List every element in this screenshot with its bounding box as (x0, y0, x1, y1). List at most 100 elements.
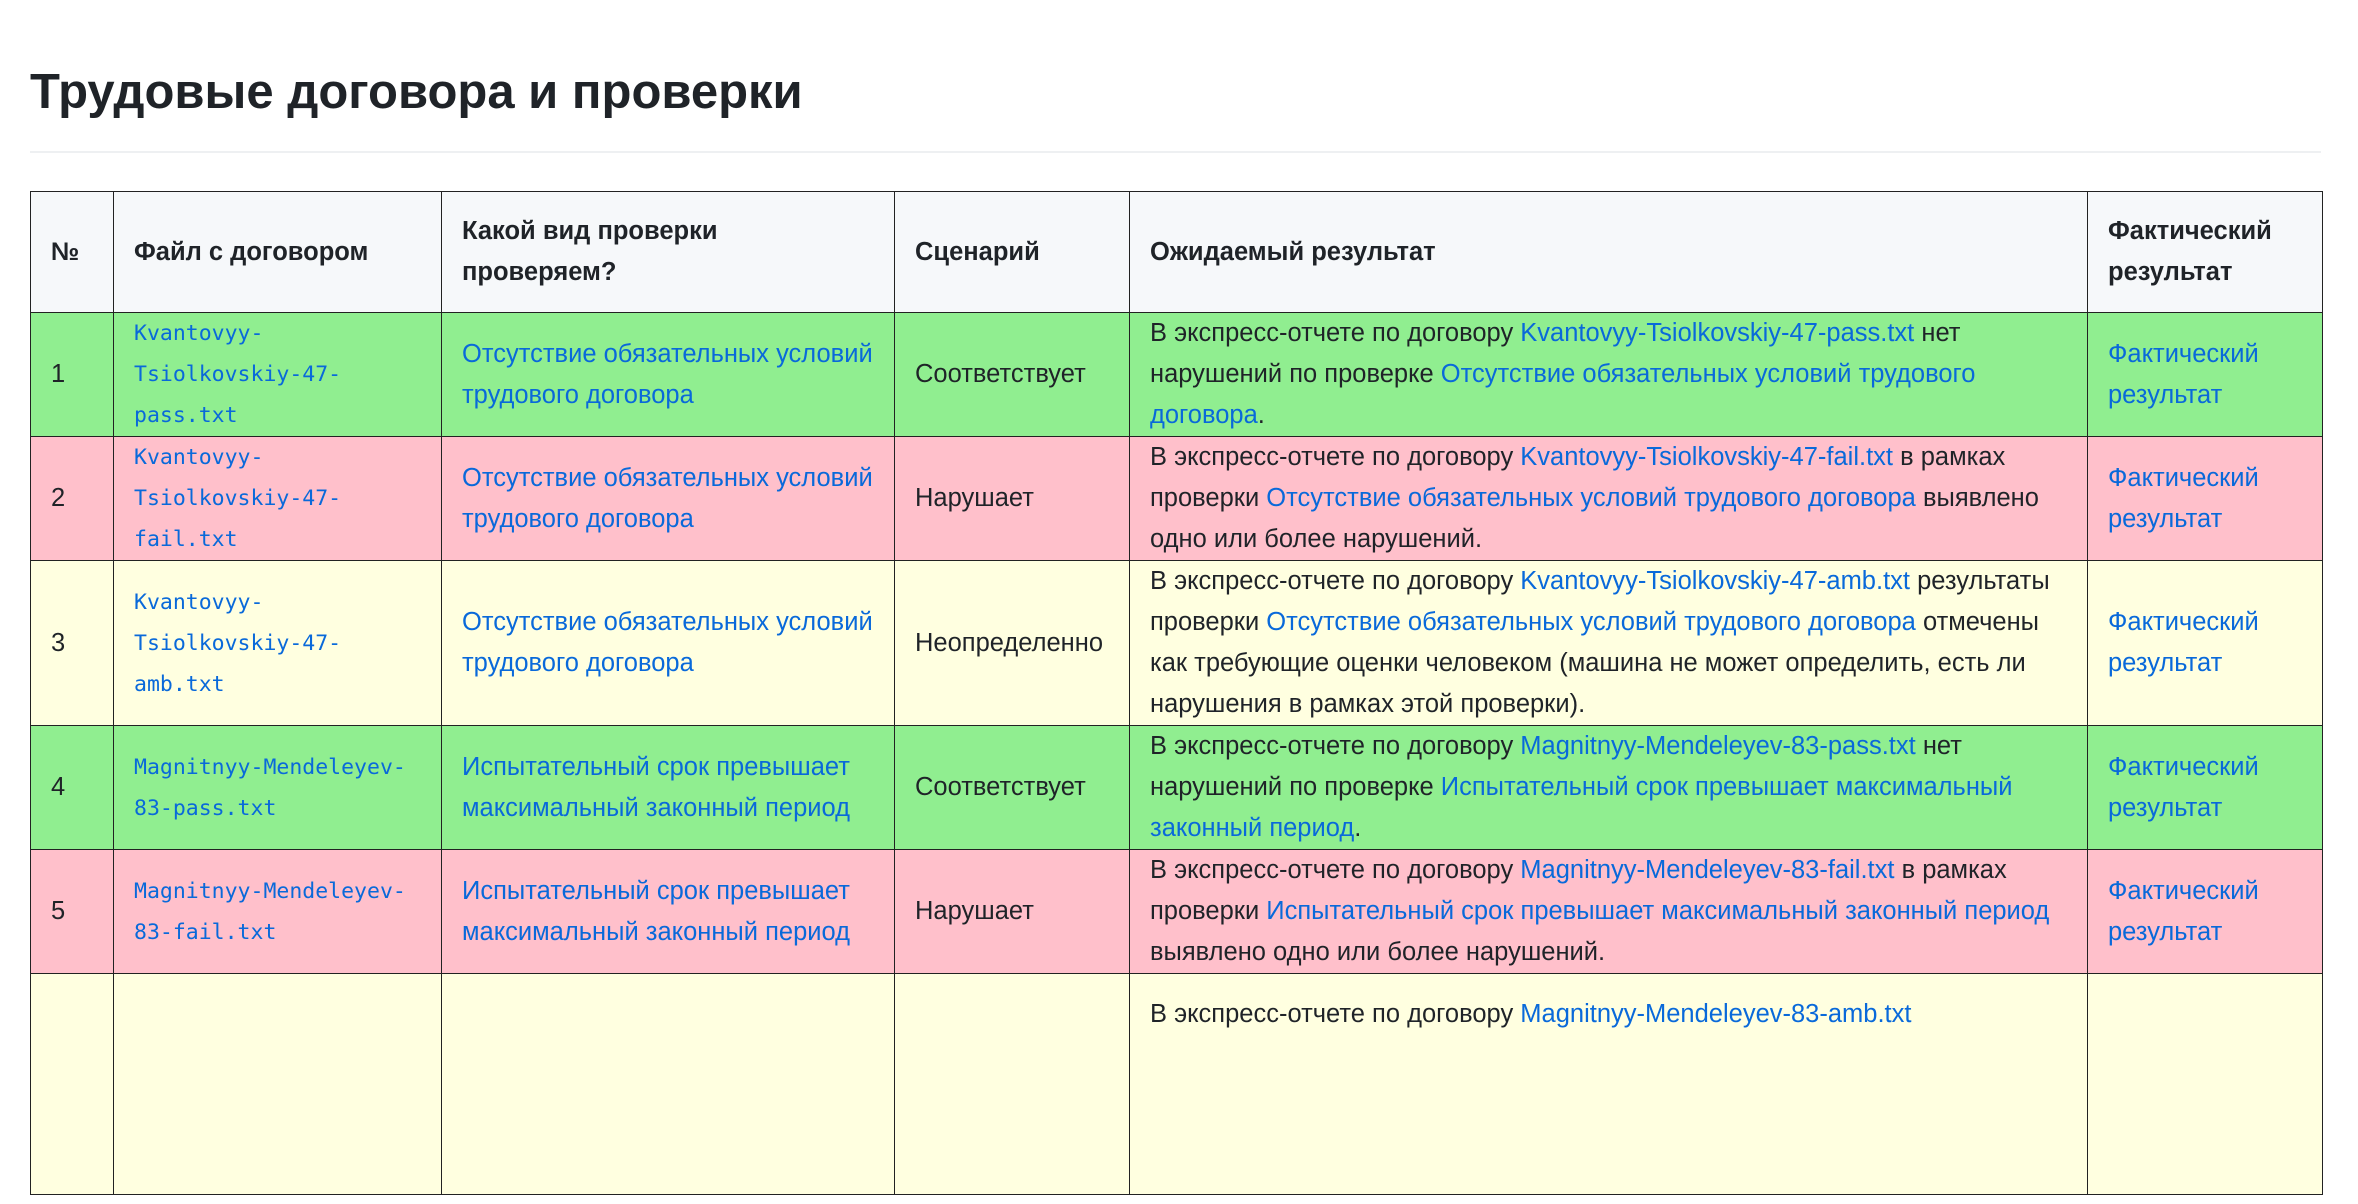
file-cell-text[interactable]: Kvantovyy-Tsiolkovskiy-47-fail.txt (134, 445, 342, 552)
scenario-cell-text: Соответствует (915, 360, 1086, 388)
expected-link[interactable]: Magnitnyy-Mendeleyev-83-fail.txt (1520, 856, 1895, 884)
expected-text: В экспресс-отчете по договору (1150, 732, 1514, 760)
file-cell: Kvantovyy-Tsiolkovskiy-47-fail.txt (113, 436, 442, 561)
row-number: 1 (30, 312, 114, 437)
expected-text: выявлено одно или более нарушений. (1150, 484, 2039, 553)
check-cell: Отсутствие обязательных условий трудовог… (441, 560, 895, 726)
row-number-text: 1 (51, 360, 66, 388)
row-number-text: 2 (51, 484, 66, 512)
actual-cell: Фактический результат (2087, 849, 2323, 974)
table-row: 3 Kvantovyy-Tsiolkovskiy-47-amb.txt Отсутс… (30, 560, 2323, 726)
scenario-cell: Соответствует (894, 312, 1130, 437)
scenario-cell: Соответствует (894, 725, 1130, 850)
actual-cell: Фактический результат (2087, 725, 2323, 850)
file-cell: Kvantovyy-Tsiolkovskiy-47-amb.txt (113, 560, 442, 726)
expected-link[interactable]: Kvantovyy-Tsiolkovskiy-47-amb.txt (1520, 567, 1910, 595)
scenario-cell-text: Нарушает (915, 484, 1034, 512)
scenario-cell: Неопределенно (894, 560, 1130, 726)
scenario-cell: Нарушает (894, 436, 1130, 561)
check-cell: Испытательный срок превышает максимальны… (441, 849, 895, 974)
file-cell-text[interactable]: Kvantovyy-Tsiolkovskiy-47-pass.txt (134, 321, 342, 428)
table-row: 1 Kvantovyy-Tsiolkovskiy-47-pass.txt Отсут… (30, 312, 2323, 437)
actual-cell: Фактический результат (2087, 560, 2323, 726)
row-number: 2 (30, 436, 114, 561)
file-cell-text[interactable]: Magnitnyy-Mendeleyev-83-fail.txt (134, 878, 406, 945)
actual-cell (2087, 973, 2323, 1195)
expected-cell: В экспресс-отчете по договору Kvantovyy-… (1129, 312, 2088, 437)
check-cell-text[interactable]: Отсутствие обязательных условий трудовог… (462, 463, 873, 533)
table-row: 5 Magnitnyy-Mendeleyev-83-fail.txt Испытат… (30, 849, 2323, 974)
expected-cell: В экспресс-отчете по договору Magnitnyy-… (1129, 725, 2088, 850)
row-number: 4 (30, 725, 114, 850)
expected-cell: В экспресс-отчете по договору Kvantovyy-… (1129, 560, 2088, 726)
expected-text: В экспресс-отчете по договору (1150, 1000, 1514, 1028)
scenario-cell-text: Нарушает (915, 897, 1034, 925)
scenario-cell-text: Соответствует (915, 773, 1086, 801)
expected-link[interactable]: Kvantovyy-Tsiolkovskiy-47-fail.txt (1520, 443, 1893, 471)
actual-cell-text[interactable]: Фактический результат (2108, 752, 2259, 822)
separator (30, 151, 2321, 153)
column-header: Сценарий (894, 191, 1130, 313)
row-number: 3 (30, 560, 114, 726)
scenario-cell (894, 973, 1130, 1195)
expected-text: выявлено одно или более нарушений. (1150, 938, 1606, 966)
table-row: 2 Kvantovyy-Tsiolkovskiy-47-fail.txt Отсут… (30, 436, 2323, 561)
check-cell-text[interactable]: Отсутствие обязательных условий трудовог… (462, 608, 873, 677)
actual-cell-text[interactable]: Фактический результат (2108, 463, 2259, 533)
table-row: 4 Magnitnyy-Mendeleyev-83-pass.txt Испытат… (30, 725, 2323, 850)
file-cell: Kvantovyy-Tsiolkovskiy-47-pass.txt (113, 312, 442, 437)
check-cell: Отсутствие обязательных условий трудовог… (441, 436, 895, 561)
expected-text: В экспресс-отчете по договору (1150, 856, 1514, 884)
expected-link[interactable]: Отсутствие обязательных условий трудовог… (1266, 484, 1916, 512)
expected-text: В экспресс-отчете по договору (1150, 443, 1514, 471)
page-title: Трудовые договора и проверки (30, 65, 803, 119)
column-header: № (30, 191, 114, 313)
column-header: Ожидаемый результат (1129, 191, 2088, 313)
expected-link[interactable]: Отсутствие обязательных условий трудовог… (1150, 360, 1976, 429)
check-cell: Отсутствие обязательных условий трудовог… (441, 312, 895, 437)
row-number-text: 4 (51, 773, 66, 801)
file-cell: Magnitnyy-Mendeleyev-83-pass.txt (113, 725, 442, 850)
expected-link[interactable]: Отсутствие обязательных условий трудовог… (1266, 608, 1916, 636)
expected-text: В экспресс-отчете по договору (1150, 567, 1514, 595)
expected-cell: В экспресс-отчете по договору Magnitnyy-… (1129, 849, 2088, 974)
table-row: В экспресс-отчете по договору Magnitnyy-… (30, 973, 2323, 1195)
expected-text: . (1257, 401, 1265, 429)
check-cell-text[interactable]: Испытательный срок превышает максимальны… (462, 876, 851, 946)
column-header: Какой вид проверки проверяем? (441, 191, 895, 313)
expected-text: в рамках проверки (1150, 443, 2006, 512)
expected-cell: В экспресс-отчете по договору Kvantovyy-… (1129, 436, 2088, 561)
file-cell (113, 973, 442, 1195)
expected-text: отмечены как требующие оценки человеком … (1150, 608, 2039, 718)
expected-text: результаты проверки (1150, 567, 2050, 636)
expected-text: нет нарушений по проверке (1150, 319, 1961, 388)
scenario-cell: Нарушает (894, 849, 1130, 974)
actual-cell-text[interactable]: Фактический результат (2108, 876, 2259, 946)
column-header: Фактический результат (2087, 191, 2323, 313)
row-number-text: 5 (51, 897, 66, 925)
expected-text: . (1354, 814, 1362, 842)
expected-link[interactable]: Испытательный срок превышает максимальны… (1266, 897, 2050, 925)
column-header: Файл с договором (113, 191, 442, 313)
row-number (30, 973, 114, 1195)
check-cell-text[interactable]: Испытательный срок превышает максимальны… (462, 752, 851, 822)
expected-text: нет нарушений по проверке (1150, 732, 1962, 801)
check-cell-text[interactable]: Отсутствие обязательных условий трудовог… (462, 339, 873, 409)
expected-link[interactable]: Kvantovyy-Tsiolkovskiy-47-pass.txt (1520, 319, 1915, 347)
file-cell-text[interactable]: Magnitnyy-Mendeleyev-83-pass.txt (134, 754, 406, 821)
expected-cell: В экспресс-отчете по договору Magnitnyy-… (1129, 973, 2088, 1195)
actual-cell: Фактический результат (2087, 436, 2323, 561)
actual-cell: Фактический результат (2087, 312, 2323, 437)
row-number: 5 (30, 849, 114, 974)
expected-text: в рамках проверки (1150, 856, 2007, 925)
test-table: № Файл с договором Какой вид проверки пров… (30, 191, 2323, 1195)
actual-cell-text[interactable]: Фактический результат (2108, 339, 2259, 409)
check-cell (441, 973, 895, 1195)
file-cell-text[interactable]: Kvantovyy-Tsiolkovskiy-47-amb.txt (134, 589, 342, 697)
expected-link[interactable]: Испытательный срок превышает максимальны… (1150, 773, 2013, 842)
expected-link[interactable]: Magnitnyy-Mendeleyev-83-amb.txt (1520, 1000, 1912, 1028)
actual-cell-text[interactable]: Фактический результат (2108, 608, 2259, 677)
expected-link[interactable]: Magnitnyy-Mendeleyev-83-pass.txt (1520, 732, 1916, 760)
